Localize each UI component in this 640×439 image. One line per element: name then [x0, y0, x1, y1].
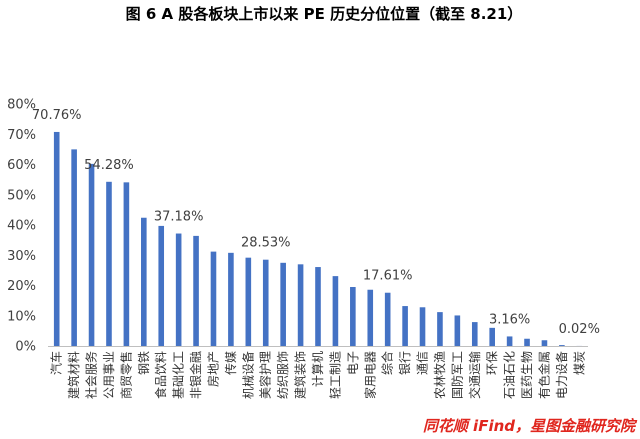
bar-1 [53, 131, 60, 346]
x-tick-label: 汽车 [49, 351, 64, 375]
bar-26 [489, 327, 495, 346]
x-tick-label: 国防军工 [449, 351, 464, 399]
bar-22 [419, 307, 426, 346]
x-tick-label: 纺织服饰 [276, 351, 290, 399]
x-tick-label: 计算机 [310, 351, 325, 387]
x-tick-label: 电子 [346, 351, 360, 375]
bar-18 [350, 287, 356, 346]
x-tick-label: 医药生物 [520, 351, 534, 399]
x-tick-label: 建筑材料 [66, 351, 81, 399]
source-note: 同花顺 iFind，星图金融研究院 [423, 417, 638, 435]
x-tick-label: 传媒 [223, 351, 238, 375]
bar-14 [280, 262, 286, 346]
y-tick-label: 60% [7, 158, 36, 173]
data-labels: 70.76% 54.28% 37.18% 28.53% 17.61% 3.16% 0.02% [32, 108, 600, 337]
bar-11 [228, 252, 234, 346]
bar-15 [297, 264, 304, 346]
x-tick-label: 轻工制造 [328, 351, 342, 399]
y-tick-label: 40% [7, 219, 36, 234]
bar-19 [367, 289, 374, 346]
bar-9 [193, 235, 199, 346]
x-tick-label: 基础化工 [172, 351, 186, 399]
y-tick-label: 0% [15, 340, 36, 355]
x-tick-label: 美容护理 [258, 351, 273, 399]
bar-6 [141, 217, 147, 346]
bar-2 [71, 149, 77, 347]
bar-17 [332, 276, 339, 346]
bar-24 [454, 315, 461, 346]
x-tick-label: 煤炭 [572, 351, 586, 375]
data-label: 3.16% [489, 312, 530, 327]
bar-8 [175, 233, 182, 346]
bar-12 [245, 257, 252, 346]
y-tick-label: 10% [7, 309, 36, 324]
x-tick-label: 交通运输 [467, 351, 482, 399]
x-tick-label: 房地产 [205, 351, 220, 387]
data-label: 54.28% [84, 158, 134, 173]
data-label: 17.61% [363, 269, 413, 284]
data-label: 0.02% [559, 322, 600, 337]
x-tick-label: 农林牧渔 [433, 351, 447, 399]
bar-30 [559, 345, 565, 346]
x-tick-label: 机械设备 [240, 351, 255, 399]
x-tick-label: 综合 [380, 351, 395, 375]
x-tick-label: 银行 [398, 351, 412, 375]
bar-23 [437, 312, 443, 346]
bar-16 [315, 267, 321, 346]
y-tick-label: 50% [7, 188, 36, 203]
x-tick-label: 钢铁 [137, 351, 151, 375]
bar-21 [402, 306, 408, 346]
bar-4 [106, 181, 112, 346]
x-axis: 汽车 建筑材料 社会服务 公用事业 商贸零售 钢铁 食品饮料 基础化工 非银金融 房地产 传媒 机械设… [49, 351, 587, 399]
y-axis: 0% 10% 20% 30% 40% 50% 60% 70% 80% [7, 98, 36, 355]
bar-3 [88, 163, 95, 346]
bar-10 [210, 251, 217, 346]
x-tick-label: 食品饮料 [153, 351, 168, 399]
x-tick-label: 环保 [485, 351, 499, 375]
y-tick-label: 30% [7, 249, 36, 264]
x-tick-label: 公用事业 [102, 351, 116, 399]
x-tick-label: 非银金融 [188, 351, 203, 399]
y-tick-label: 80% [7, 98, 36, 113]
data-label: 70.76% [32, 108, 82, 123]
bar-29 [541, 340, 548, 346]
data-label: 37.18% [154, 210, 204, 225]
bar-13 [262, 259, 269, 346]
x-tick-label: 社会服务 [84, 351, 99, 399]
x-tick-label: 有色金属 [536, 351, 551, 399]
x-tick-label: 电力设备 [555, 351, 569, 399]
bar-27 [506, 336, 513, 346]
x-tick-label: 通信 [416, 351, 430, 375]
chart-title: 图 6 A 股各板块上市以来 PE 历史分位位置（截至 8.21） [126, 5, 523, 23]
bar-5 [123, 182, 130, 346]
x-tick-label: 家用电器 [362, 351, 377, 399]
x-tick-label: 建筑装饰 [293, 351, 308, 399]
y-tick-label: 70% [7, 128, 36, 143]
bar-7 [158, 225, 165, 346]
y-tick-label: 20% [7, 279, 36, 294]
data-label: 28.53% [241, 236, 291, 251]
bar-25 [471, 322, 478, 346]
bar-20 [384, 292, 391, 346]
bar-28 [524, 338, 530, 346]
bars [53, 131, 583, 347]
x-tick-label: 商贸零售 [118, 351, 133, 399]
x-tick-label: 石油石化 [503, 351, 517, 399]
